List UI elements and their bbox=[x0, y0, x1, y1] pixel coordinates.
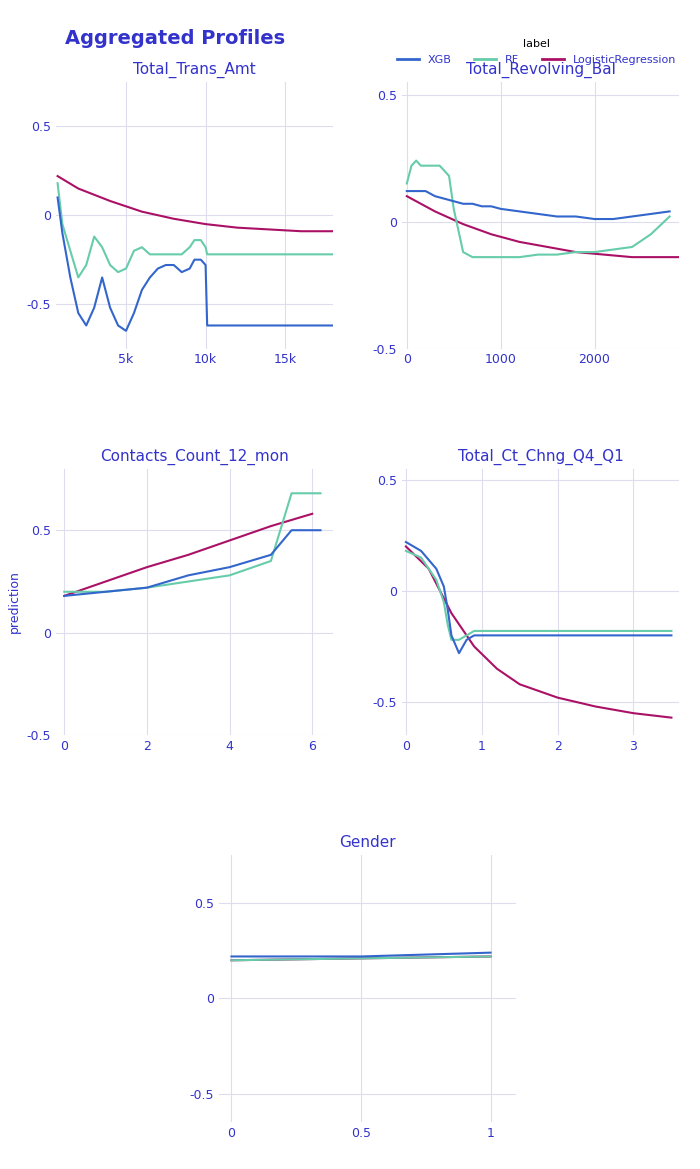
Title: Total_Revolving_Bal: Total_Revolving_Bal bbox=[466, 62, 615, 77]
Y-axis label: prediction: prediction bbox=[8, 570, 21, 634]
Legend: XGB, RF, LogisticRegression: XGB, RF, LogisticRegression bbox=[393, 35, 680, 69]
Title: Gender: Gender bbox=[340, 835, 396, 850]
Title: Total_Ct_Chng_Q4_Q1: Total_Ct_Chng_Q4_Q1 bbox=[458, 449, 624, 464]
Text: Aggregated Profiles: Aggregated Profiles bbox=[65, 29, 285, 48]
Title: Contacts_Count_12_mon: Contacts_Count_12_mon bbox=[100, 449, 289, 464]
Title: Total_Trans_Amt: Total_Trans_Amt bbox=[133, 62, 256, 77]
